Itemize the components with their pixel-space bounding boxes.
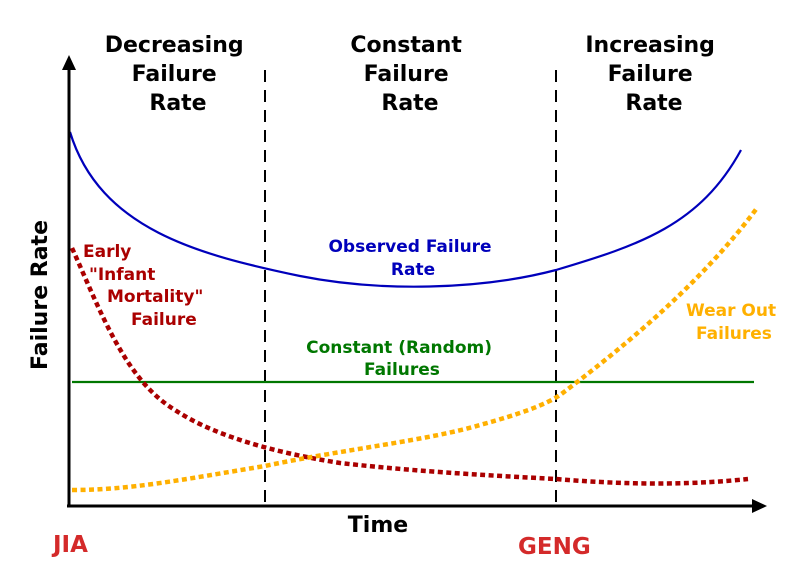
- wear-out-curve: [71, 206, 759, 493]
- y-axis-arrow: [62, 55, 76, 70]
- region-title-increasing: Increasing Failure Rate: [585, 33, 722, 116]
- x-axis-label: Time: [348, 513, 408, 538]
- constant-label: Constant (Random) Failures: [306, 338, 498, 380]
- region-title-decreasing: Decreasing Failure Rate: [105, 33, 252, 116]
- y-axis-label: Failure Rate: [28, 220, 53, 370]
- x-axis-arrow: [752, 499, 767, 513]
- watermark-left: JIA: [51, 532, 88, 558]
- infant-label: Early "Infant Mortality" Failure: [83, 242, 209, 330]
- observed-label: Observed Failure Rate: [328, 237, 497, 280]
- region-title-constant: Constant Failure Rate: [350, 33, 469, 116]
- watermark-right: GENG: [518, 534, 591, 560]
- wear-out-label: Wear Out Failures: [686, 301, 782, 344]
- observed-failure-curve: [68, 131, 742, 288]
- infant-mortality-curve: [69, 247, 749, 486]
